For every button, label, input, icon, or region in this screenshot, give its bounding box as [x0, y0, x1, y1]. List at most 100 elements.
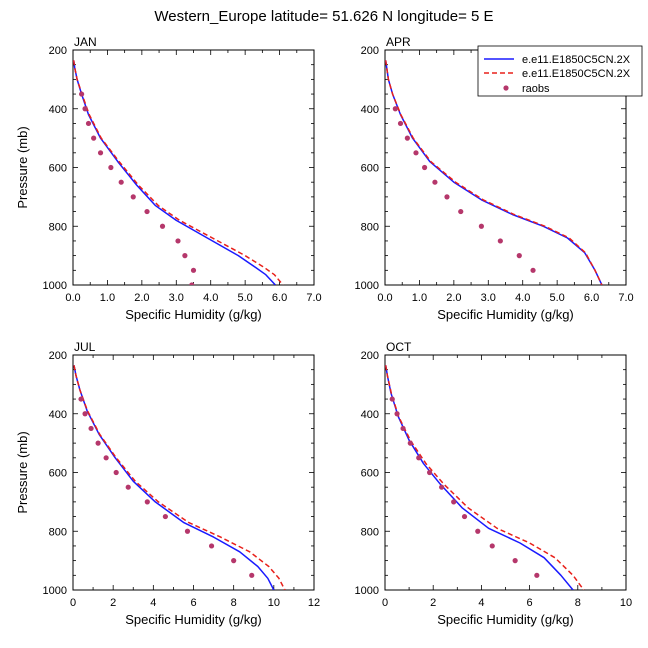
raobs-point [95, 440, 101, 446]
y-axis-title: Pressure (mb) [15, 126, 30, 208]
panel-label: OCT [386, 340, 412, 354]
raobs-point [118, 179, 124, 185]
x-tick-label: 10 [268, 597, 280, 609]
series-line-dashed [73, 60, 284, 285]
x-tick-label: 0.0 [65, 292, 80, 304]
raobs-point [458, 208, 464, 215]
x-tick-label: 4.0 [515, 292, 530, 304]
raobs-point [162, 513, 168, 520]
raobs-point [516, 253, 522, 259]
x-tick-label: 3.0 [169, 292, 184, 304]
x-axis-title: Specific Humidity (g/kg) [125, 307, 262, 322]
raobs-point [91, 135, 97, 141]
y-tick-label: 200 [361, 350, 379, 362]
raobs-point [88, 425, 94, 432]
raobs-point [78, 396, 84, 402]
legend-label-dashed: e.e11.E1850C5CN.2X [522, 68, 631, 80]
x-tick-label: 2.0 [446, 292, 461, 304]
y-tick-label: 600 [361, 163, 379, 175]
raobs-point [113, 469, 119, 476]
raobs-point [144, 499, 150, 505]
series-group [73, 365, 286, 590]
x-tick-label: 0 [382, 597, 388, 609]
raobs-point [392, 106, 398, 112]
y-tick-label: 800 [49, 526, 67, 538]
y-tick-label: 600 [361, 468, 379, 480]
y-tick-label: 1000 [355, 585, 379, 597]
series-line-solid [385, 365, 574, 590]
raobs-point [130, 194, 136, 200]
series-group [385, 365, 585, 590]
series-line-solid [73, 365, 275, 590]
raobs-point [97, 150, 104, 156]
x-tick-label: 3.0 [481, 292, 496, 304]
x-tick-label: 6.0 [584, 292, 599, 304]
raobs-point [108, 164, 114, 171]
y-tick-label: 200 [49, 350, 67, 362]
raobs-point [426, 469, 433, 476]
raobs-point [184, 528, 191, 534]
y-tick-label: 1000 [43, 280, 67, 292]
x-tick-label: 7.0 [306, 292, 321, 304]
x-axis-title: Specific Humidity (g/kg) [437, 307, 574, 322]
x-tick-label: 6.0 [272, 292, 287, 304]
x-tick-label: 1.0 [100, 292, 115, 304]
y-tick-label: 400 [49, 409, 67, 421]
y-tick-label: 600 [49, 163, 67, 175]
raobs-point [394, 411, 400, 417]
plot-frame [384, 354, 627, 591]
x-tick-label: 4.0 [203, 292, 218, 304]
series-group [73, 60, 284, 285]
y-axis-title: Pressure (mb) [15, 431, 30, 513]
raobs-point [444, 194, 450, 200]
raobs-point [189, 282, 195, 285]
y-tick-label: 800 [361, 221, 379, 233]
x-tick-label: 2 [110, 597, 116, 609]
x-tick-label: 5.0 [237, 292, 252, 304]
y-tick-label: 400 [49, 104, 67, 116]
x-tick-label: 12 [308, 597, 320, 609]
raobs-point [497, 238, 503, 244]
x-tick-label: 0 [70, 597, 76, 609]
raobs-point [416, 455, 422, 461]
raobs-point [461, 513, 468, 520]
y-tick-label: 1000 [355, 280, 379, 292]
raobs-point [249, 572, 255, 578]
raobs-point [407, 440, 413, 446]
x-tick-label: 10 [620, 597, 632, 609]
series-line-solid [73, 60, 276, 285]
x-tick-label: 6 [190, 597, 196, 609]
y-tick-label: 800 [49, 221, 67, 233]
x-tick-label: 7.0 [618, 292, 633, 304]
panel-label: JAN [74, 35, 97, 49]
raobs-point [82, 106, 88, 112]
plot-frame [72, 354, 315, 591]
x-tick-label: 2.0 [134, 292, 149, 304]
x-axis-title: Specific Humidity (g/kg) [437, 612, 574, 627]
raobs-point [475, 528, 481, 534]
raobs-point [79, 91, 85, 97]
legend-label-solid: e.e11.E1850C5CN.2X [522, 54, 631, 66]
raobs-point [208, 543, 215, 549]
raobs-point [439, 484, 445, 490]
x-tick-label: 4 [150, 597, 156, 609]
legend: e.e11.E1850C5CN.2X e.e11.E1850C5CN.2X ra… [477, 45, 643, 97]
series-line-dashed [385, 365, 585, 590]
y-tick-label: 1000 [43, 585, 67, 597]
series-group [385, 60, 603, 285]
raobs-point [421, 164, 428, 171]
y-tick-label: 400 [361, 409, 379, 421]
raobs-point [432, 179, 438, 185]
y-tick-label: 400 [361, 104, 379, 116]
series-line-dashed [73, 365, 286, 590]
raobs-point [397, 120, 404, 127]
raobs-point [85, 120, 92, 127]
raobs-point [512, 558, 518, 564]
raobs-point [530, 267, 536, 273]
panel-label: JUL [74, 340, 96, 354]
x-tick-label: 2 [430, 597, 436, 609]
